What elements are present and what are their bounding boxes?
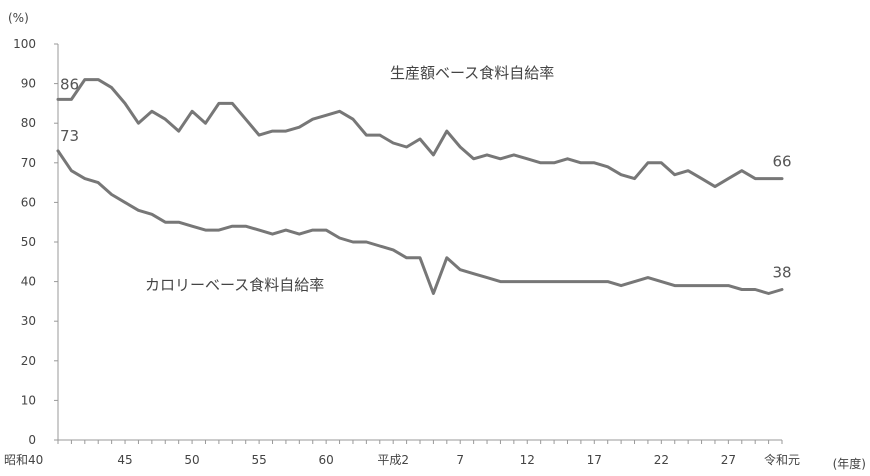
calorie-series-name: カロリーベース食料自給率 xyxy=(145,276,324,294)
production-value-series-data-label: 66 xyxy=(772,153,791,171)
x-tick-label: 12 xyxy=(520,453,535,467)
production-value-series-name: 生産額ベース食料自給率 xyxy=(390,64,554,82)
y-tick-label: 0 xyxy=(28,433,36,447)
y-tick-label: 90 xyxy=(21,77,36,91)
y-tick-label: 100 xyxy=(13,37,36,51)
x-tick-label: 令和元 xyxy=(764,452,800,467)
x-tick-label: 17 xyxy=(587,453,602,467)
y-tick-label: 80 xyxy=(21,116,36,130)
calorie-series-data-label: 73 xyxy=(60,127,79,145)
production-value-series-line xyxy=(56,78,784,189)
x-tick-label: 60 xyxy=(319,453,334,467)
y-tick-label: 10 xyxy=(21,393,36,407)
y-tick-label: 70 xyxy=(21,156,36,170)
x-tick-label: 45 xyxy=(117,453,132,467)
y-unit-label: (%) xyxy=(8,11,29,25)
x-tick-label: 昭和40 xyxy=(4,453,43,467)
x-unit-label: (年度) xyxy=(833,456,866,471)
y-tick-label: 30 xyxy=(21,314,36,328)
x-tick-label: 50 xyxy=(184,453,199,467)
y-tick-label: 40 xyxy=(21,275,36,289)
y-tick-label: 60 xyxy=(21,195,36,209)
y-tick-label: 50 xyxy=(21,235,36,249)
y-tick-label: 20 xyxy=(21,354,36,368)
production-value-series-data-label: 86 xyxy=(60,75,79,93)
calorie-series-line xyxy=(56,149,784,295)
x-tick-label: 27 xyxy=(721,453,736,467)
x-tick-label: 22 xyxy=(654,453,669,467)
calorie-series-data-label: 38 xyxy=(772,264,791,282)
x-tick-label: 55 xyxy=(251,453,266,467)
x-tick-label: 平成2 xyxy=(377,453,409,467)
x-tick-label: 7 xyxy=(456,453,464,467)
